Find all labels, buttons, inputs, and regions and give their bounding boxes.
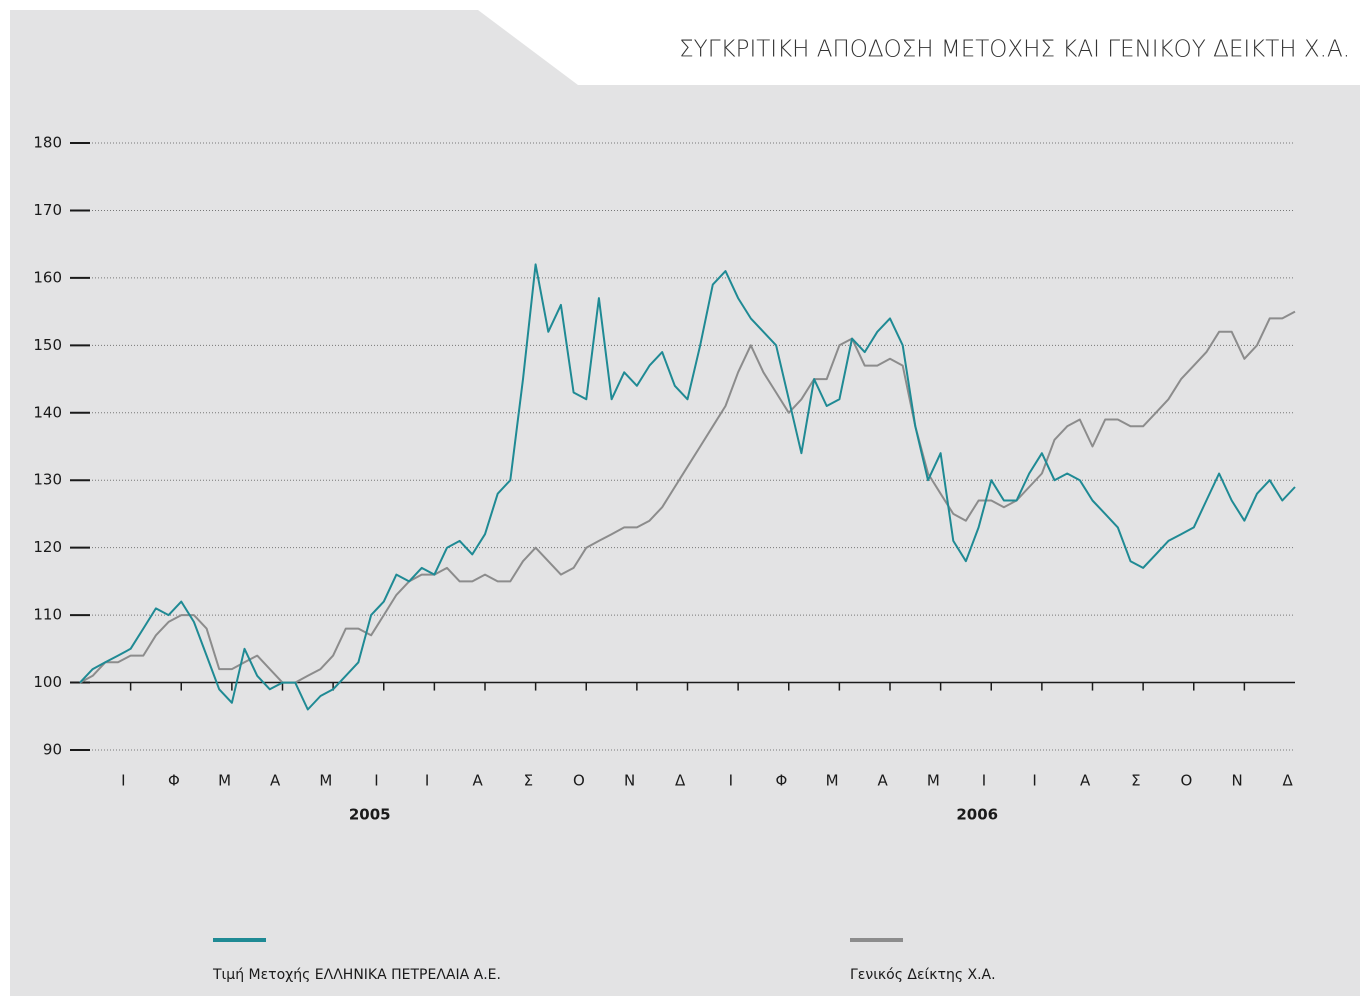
x-tick-label: Μ xyxy=(927,772,940,790)
x-tick-label: Ν xyxy=(1231,772,1242,790)
x-tick-label: Ι xyxy=(425,772,429,790)
y-tick-label: 140 xyxy=(33,403,62,421)
x-tick-label: Δ xyxy=(675,772,686,790)
x-tick-label: Φ xyxy=(168,772,180,790)
x-tick-label: Δ xyxy=(1283,772,1294,790)
x-tick-label: Ν xyxy=(624,772,635,790)
x-tick-label: Σ xyxy=(1131,772,1140,790)
y-tick-label: 110 xyxy=(33,606,62,624)
x-tick-label: Μ xyxy=(218,772,231,790)
y-tick-label: 90 xyxy=(43,741,62,759)
x-tick-label: Ο xyxy=(1181,772,1193,790)
year-label: 2006 xyxy=(956,806,998,824)
x-tick-label: Α xyxy=(878,772,889,790)
x-tick-label: Μ xyxy=(826,772,839,790)
y-tick-label: 130 xyxy=(33,471,62,489)
x-tick-label: Α xyxy=(1080,772,1091,790)
series-line xyxy=(79,263,1296,711)
year-label: 2005 xyxy=(349,806,391,824)
x-tick-label: Ι xyxy=(121,772,125,790)
x-tick-label: Ι xyxy=(374,772,378,790)
y-tick-label: 180 xyxy=(33,134,62,152)
x-tick-label: Ο xyxy=(573,772,585,790)
x-tick-label: Ι xyxy=(1032,772,1036,790)
chart-title: ΣΥΓΚΡΙΤΙΚΗ ΑΠΟΔΟΣΗ ΜΕΤΟΧΗΣ ΚΑΙ ΓΕΝΙΚΟΥ Δ… xyxy=(679,37,1350,63)
x-tick-label: Φ xyxy=(776,772,788,790)
y-tick-label: 150 xyxy=(33,336,62,354)
background xyxy=(10,10,1360,996)
legend-label: Τιμή Μετοχής ΕΛΛΗΝΙΚΑ ΠΕΤΡΕΛΑΙΑ Α.Ε. xyxy=(212,967,501,983)
y-tick-label: 160 xyxy=(33,268,62,286)
x-tick-label: Μ xyxy=(319,772,332,790)
x-tick-label: Ι xyxy=(729,772,733,790)
y-tick-label: 170 xyxy=(33,201,62,219)
x-tick-label: Ι xyxy=(982,772,986,790)
y-tick-label: 120 xyxy=(33,538,62,556)
x-tick-label: Σ xyxy=(524,772,533,790)
x-tick-label: Α xyxy=(473,772,484,790)
y-tick-label: 100 xyxy=(33,673,62,691)
legend-label: Γενικός Δείκτης Χ.Α. xyxy=(850,967,996,983)
x-tick-label: Α xyxy=(270,772,281,790)
